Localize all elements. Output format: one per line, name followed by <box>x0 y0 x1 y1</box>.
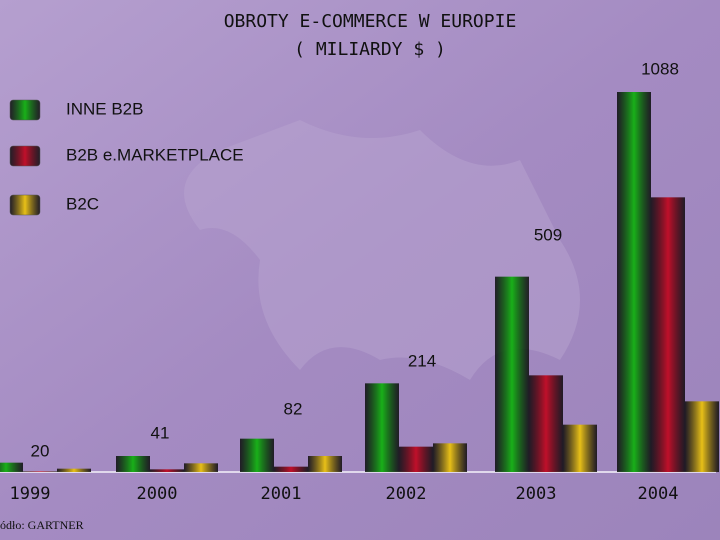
x-tick-label: 1999 <box>10 484 51 504</box>
bar <box>433 443 467 472</box>
bar <box>563 424 597 472</box>
chart-title: OBROTY E-COMMERCE W EUROPIE <box>224 11 517 32</box>
bar <box>617 92 651 472</box>
total-label: 41 <box>151 423 170 442</box>
bar <box>685 401 719 472</box>
bar <box>274 466 308 472</box>
legend-label: B2C <box>66 194 99 213</box>
legend-swatch <box>9 99 41 121</box>
bar <box>365 383 399 472</box>
chart-subtitle: ( MILIARDY $ ) <box>294 39 446 60</box>
x-tick-label: 2003 <box>516 484 557 504</box>
x-tick-label: 2004 <box>638 484 679 504</box>
bar <box>23 471 57 472</box>
x-tick-label: 2001 <box>261 484 302 504</box>
bar <box>57 468 91 472</box>
bar <box>308 456 342 472</box>
map-shape <box>184 120 580 380</box>
source: ódło: GARTNER <box>0 518 84 532</box>
legend-label: B2B e.MARKETPLACE <box>66 145 244 164</box>
bar <box>240 438 274 472</box>
bar <box>399 446 433 472</box>
bar <box>529 375 563 472</box>
total-label: 509 <box>534 225 562 244</box>
bar <box>116 456 150 472</box>
bar <box>150 469 184 472</box>
bar <box>495 276 529 472</box>
bar <box>184 463 218 472</box>
total-label: 214 <box>408 351 436 370</box>
legend-swatch <box>9 194 41 216</box>
bar <box>0 462 23 472</box>
bar <box>651 197 685 473</box>
total-label: 82 <box>284 399 303 418</box>
total-label: 20 <box>31 441 50 460</box>
legend-label: INNE B2B <box>66 99 143 118</box>
total-label: 1088 <box>641 59 679 78</box>
legend-swatch <box>9 145 41 167</box>
x-tick-label: 2000 <box>137 484 178 504</box>
x-tick-label: 2002 <box>386 484 427 504</box>
